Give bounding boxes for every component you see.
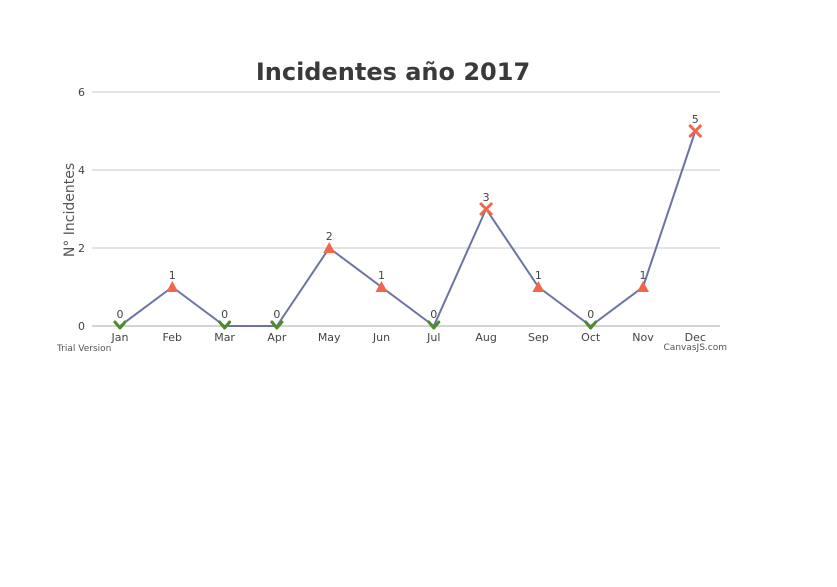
trial-version-label: Trial Version xyxy=(56,344,111,354)
chart-title: Incidentes año 2017 xyxy=(256,58,530,86)
y-axis-title: N° Incidentes xyxy=(62,163,78,257)
x-tick-label: Mar xyxy=(214,331,235,344)
marker-check xyxy=(427,320,441,330)
marker-check xyxy=(270,320,284,330)
y-tick-label: 6 xyxy=(78,86,85,99)
x-tick-label: Sep xyxy=(528,331,549,344)
data-label: 0 xyxy=(430,308,437,321)
data-label: 3 xyxy=(483,191,490,204)
x-tick-label: Jan xyxy=(111,331,129,344)
canvasjs-credit-link[interactable]: CanvasJS.com xyxy=(664,343,727,353)
data-label: 1 xyxy=(640,269,647,282)
data-label: 5 xyxy=(692,113,699,126)
data-label: 0 xyxy=(117,308,124,321)
series-line-group xyxy=(119,130,697,327)
data-label: 1 xyxy=(169,269,176,282)
x-tick-label: Nov xyxy=(632,331,654,344)
x-tick-label: Feb xyxy=(163,331,182,344)
y-tick-label: 2 xyxy=(78,242,85,255)
data-label: 0 xyxy=(273,308,280,321)
y-axis-ticks: 0 2 4 6 xyxy=(78,86,85,333)
marker-triangle xyxy=(323,242,336,253)
x-tick-label: May xyxy=(318,331,341,344)
marker-triangle xyxy=(637,281,649,292)
gridlines xyxy=(92,91,720,327)
data-label: 0 xyxy=(587,308,594,321)
marker-cross xyxy=(688,123,703,139)
marker-triangle xyxy=(532,281,545,292)
x-tick-label: Jul xyxy=(426,331,440,344)
series-line xyxy=(119,130,697,327)
y-tick-label: 4 xyxy=(78,164,85,177)
data-label: 1 xyxy=(535,269,542,282)
y-tick-label: 0 xyxy=(78,320,85,333)
marker-triangle xyxy=(375,281,388,292)
marker-cross xyxy=(479,201,494,217)
marker-check xyxy=(584,320,598,330)
x-tick-label: Jun xyxy=(372,331,390,344)
x-axis-ticks: Jan Feb Mar Apr May Jun Jul Aug Sep Oct Nov Dec xyxy=(111,331,706,344)
data-labels: 0 1 0 0 2 1 0 3 1 0 1 5 xyxy=(117,113,699,321)
marker-triangle xyxy=(166,281,179,292)
marker-check xyxy=(113,320,127,330)
data-label: 1 xyxy=(378,269,385,282)
x-tick-label: Apr xyxy=(267,331,287,344)
marker-check xyxy=(218,320,232,330)
x-tick-label: Oct xyxy=(581,331,601,344)
x-tick-label: Aug xyxy=(475,331,496,344)
x-tick-label: Dec xyxy=(685,331,706,344)
data-label: 0 xyxy=(221,308,228,321)
data-label: 2 xyxy=(326,230,333,243)
markers xyxy=(113,123,703,330)
